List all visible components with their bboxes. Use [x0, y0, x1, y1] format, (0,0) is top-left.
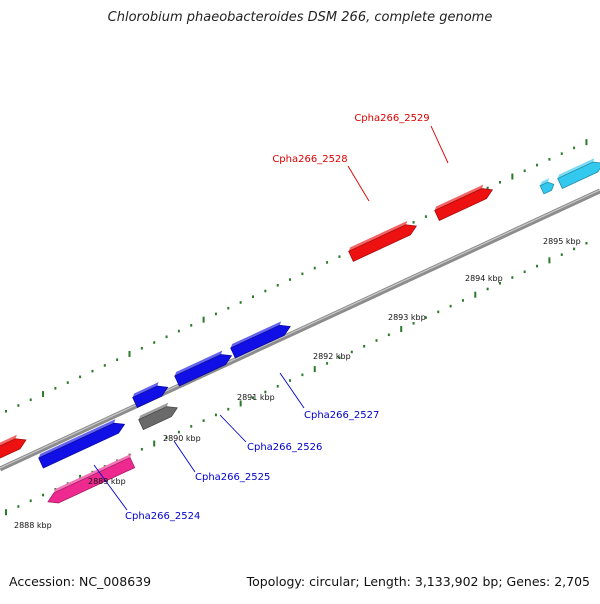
gene-cpha266-2527[interactable] — [229, 319, 292, 359]
cpha266-2527-leader — [279, 372, 305, 409]
gene-cpha266-2529[interactable] — [433, 182, 494, 221]
gene-gene-cyan-a-body — [539, 181, 555, 195]
scale-label: 2893 kbp — [388, 313, 426, 322]
gene-cpha266-2529-body — [434, 188, 494, 221]
map-title: Chlorobium phaeobacteroides DSM 266, com… — [107, 10, 493, 25]
gene-features — [0, 156, 600, 507]
scale-label: 2891 kbp — [237, 393, 275, 402]
gene-cpha266-2526[interactable] — [173, 348, 233, 387]
gene-cpha266-2525[interactable] — [137, 400, 179, 431]
cpha266-2524-label: Cpha266_2524 — [125, 511, 200, 522]
cpha266-2526-leader — [219, 414, 247, 443]
scale-label: 2892 kbp — [313, 352, 351, 361]
inner-tick-track — [5, 241, 588, 516]
gene-gene-cyan-a[interactable] — [539, 178, 556, 195]
gene-cpha266-2527-top-face — [230, 321, 282, 349]
gene-gene-red-left-top-face — [0, 434, 17, 454]
gene-gene-cyan-b[interactable] — [556, 156, 600, 189]
cpha266-2524-leader — [93, 464, 128, 511]
backbone-line — [0, 188, 600, 472]
backbone-highlight — [0, 189, 600, 469]
cpha266-2529-leader — [430, 125, 449, 164]
accession-label: Accession: NC_008639 — [9, 574, 152, 589]
gene-gene-blue-b-top-face — [132, 382, 159, 398]
cpha266-2528-label: Cpha266_2528 — [272, 154, 347, 165]
gene-gene-blue-b-body — [132, 385, 169, 408]
scale-label: 2890 kbp — [163, 434, 201, 443]
scale-label: 2889 kbp — [88, 477, 126, 486]
gene-cpha266-2524-top-face — [53, 453, 132, 493]
gene-cpha266-2524[interactable] — [44, 453, 137, 507]
gene-gene-red-left[interactable] — [0, 432, 28, 465]
gene-cpha266-2529-top-face — [434, 184, 484, 211]
scale-label: 2888 kbp — [14, 521, 52, 530]
cpha266-2525-leader — [173, 440, 196, 473]
cpha266-2526-label: Cpha266_2526 — [247, 442, 322, 453]
gene-cpha266-2525-body — [138, 406, 178, 431]
gene-gene-red-left-body — [0, 438, 27, 465]
cpha266-2525-label: Cpha266_2525 — [195, 472, 270, 483]
cpha266-2529-label: Cpha266_2529 — [354, 113, 429, 124]
gene-gene-blue-a-body — [38, 422, 126, 469]
gene-callouts: Cpha266_2524 Cpha266_2525 Cpha266_2526 Cpha… — [93, 113, 449, 522]
gene-cpha266-2527-body — [230, 324, 291, 359]
gene-gene-blue-b[interactable] — [131, 380, 170, 408]
genome-summary: Topology: circular; Length: 3,133,902 bp… — [246, 574, 590, 589]
gene-cpha266-2528-top-face — [348, 220, 408, 252]
gene-gene-blue-a[interactable] — [37, 417, 126, 469]
cpha266-2528-leader — [347, 165, 370, 202]
gene-cpha266-2528-body — [348, 224, 418, 262]
gene-cpha266-2526-body — [174, 354, 233, 387]
scale-label: 2894 kbp — [465, 274, 503, 283]
gene-gene-cyan-b-body — [557, 161, 600, 189]
gene-gene-blue-a-top-face — [38, 419, 116, 459]
genome-backbone — [0, 188, 600, 472]
gene-cpha266-2528[interactable] — [347, 218, 418, 262]
scale-label: 2895 kbp — [543, 237, 581, 246]
gene-cpha266-2524-body — [47, 457, 136, 504]
gene-gene-cyan-b-top-face — [557, 158, 595, 179]
cpha266-2527-label: Cpha266_2527 — [304, 410, 379, 421]
gene-cpha266-2525-top-face — [138, 402, 169, 420]
gene-gene-cyan-a-top-face — [540, 178, 550, 186]
gene-cpha266-2526-top-face — [174, 350, 223, 376]
scale-labels: 2888 kbp 2889 kbp 2890 kbp 2891 kbp 2892 kbp… — [14, 237, 581, 530]
